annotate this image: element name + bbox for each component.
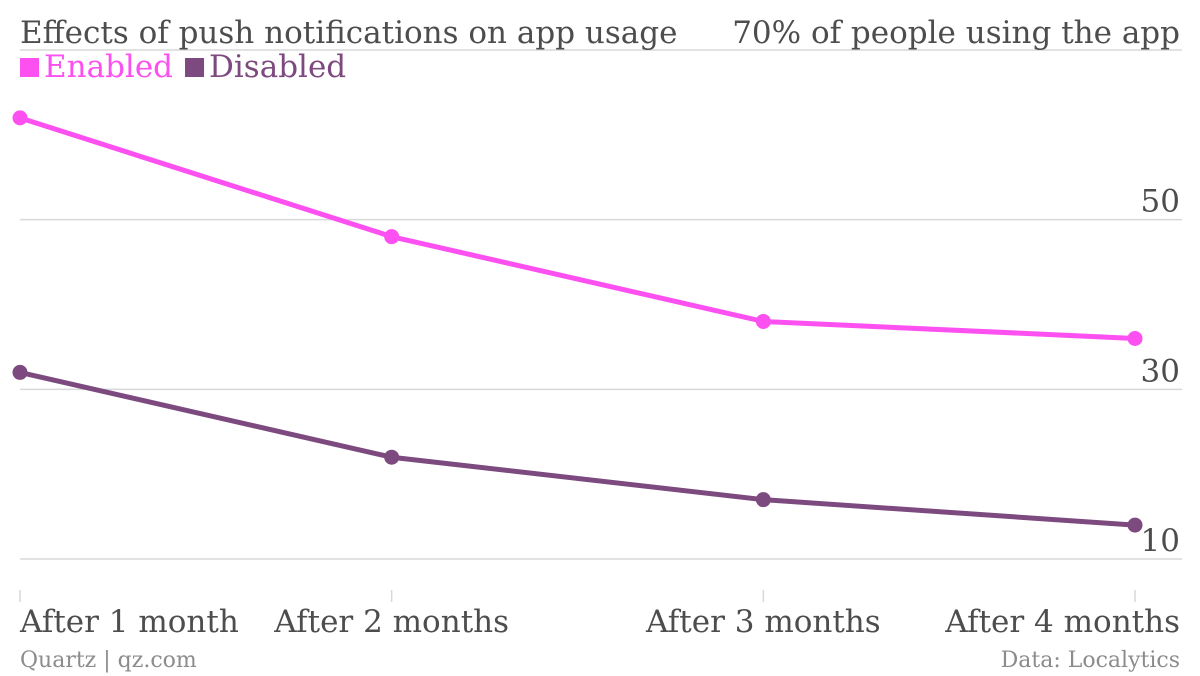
data-point-enabled [755, 313, 771, 329]
x-tick-label: After 4 months [944, 604, 1180, 640]
data-point-enabled [1127, 330, 1143, 346]
y-axis-label: 70% of people using the app [732, 15, 1180, 51]
data-point-enabled [384, 229, 400, 245]
x-tick-label: After 1 month [19, 604, 239, 640]
legend-label-enabled: Enabled [44, 49, 173, 85]
grid-lines: 10 30 50 [20, 49, 1182, 560]
data-point-disabled [1127, 517, 1143, 533]
data-point-disabled [755, 492, 771, 508]
legend: Enabled Disabled [20, 49, 346, 85]
source-credit: Quartz | qz.com [20, 648, 197, 673]
x-axis-ticks: After 1 month After 2 months After 3 month… [19, 590, 1180, 640]
x-tick-label: After 2 months [273, 604, 509, 640]
data-point-disabled [12, 364, 28, 380]
legend-swatch-enabled [20, 58, 39, 77]
y-tick-label: 30 [1141, 353, 1180, 389]
data-source: Data: Localytics [1001, 648, 1180, 673]
series-line-disabled [17, 369, 1138, 528]
data-point-disabled [384, 449, 400, 465]
data-point-enabled [12, 110, 28, 126]
y-tick-label: 10 [1141, 523, 1180, 559]
legend-label-disabled: Disabled [209, 49, 346, 85]
legend-swatch-disabled [185, 58, 205, 77]
series-lines [12, 110, 1143, 533]
chart-title: Effects of push notifications on app usa… [20, 15, 677, 51]
x-tick-label: After 3 months [645, 604, 881, 640]
y-tick-label: 50 [1141, 184, 1180, 220]
series-line-enabled [17, 115, 1138, 341]
